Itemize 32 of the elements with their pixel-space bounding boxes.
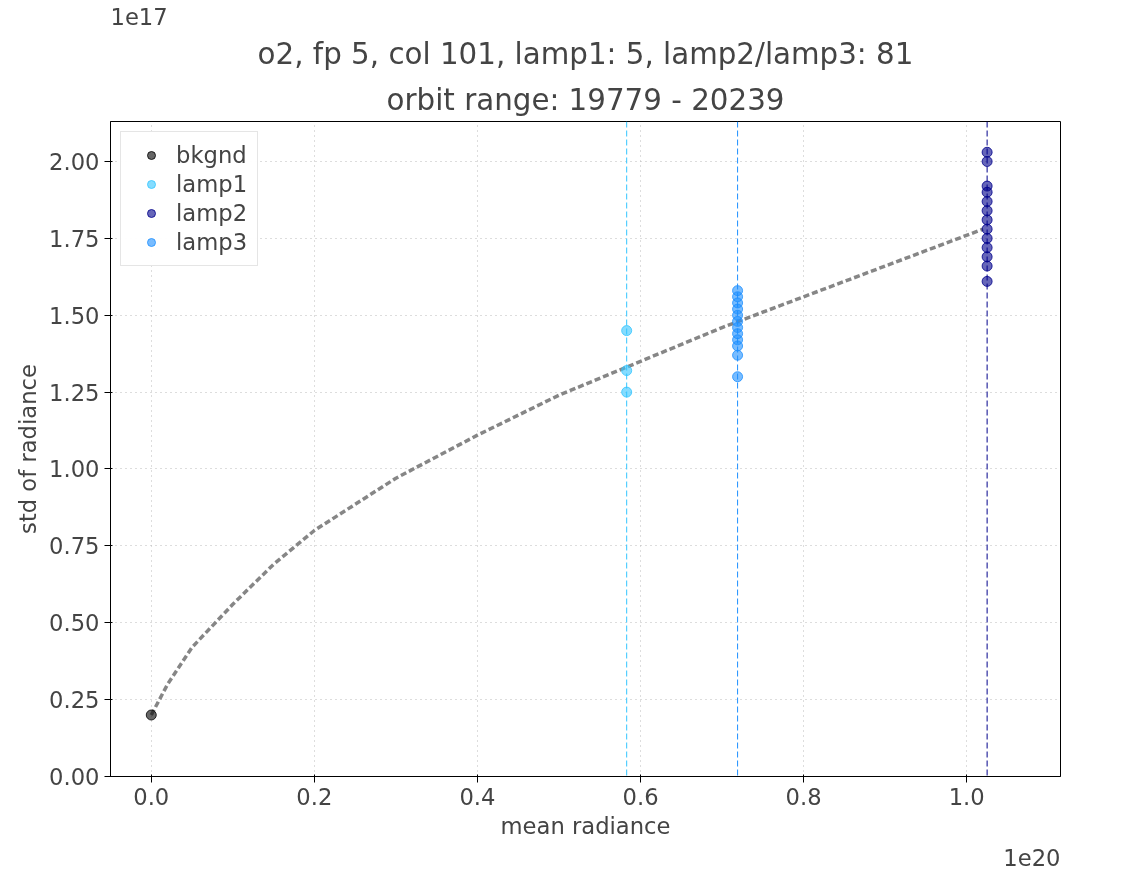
- point: [621, 325, 633, 337]
- y-tick-label: 1.75: [49, 225, 100, 252]
- y-tick-label: 0.25: [49, 687, 100, 714]
- point: [981, 155, 993, 167]
- x-tick-label: 0.2: [296, 783, 333, 810]
- point: [732, 349, 744, 361]
- y-tick-label: 2.00: [49, 148, 100, 175]
- y-tick-label: 1.50: [49, 302, 100, 329]
- chart-subtitle: orbit range: 19779 - 20239: [386, 82, 785, 117]
- y-tick-label: 1.25: [49, 379, 100, 406]
- legend-label: lamp1: [176, 171, 248, 197]
- chart-title: o2, fp 5, col 101, lamp1: 5, lamp2/lamp3: 81: [257, 36, 914, 71]
- x-tick-label: 1.0: [948, 783, 985, 810]
- x-tick-label: 0.0: [133, 783, 170, 810]
- y-axis-title: std of radiance: [15, 364, 42, 534]
- x-tick-label: 0.4: [459, 783, 496, 810]
- point: [732, 371, 744, 383]
- point: [621, 365, 633, 377]
- x-tick-label: 0.8: [785, 783, 822, 810]
- legend-label: lamp2: [176, 200, 248, 226]
- legend-label: lamp3: [176, 229, 248, 255]
- y-tick-label: 0.00: [49, 764, 100, 790]
- x-axis-title: mean radiance: [500, 812, 671, 839]
- y-tick-label: 0.50: [49, 610, 100, 637]
- text: 1e20: [1003, 844, 1061, 871]
- y-tick-label: 0.75: [49, 533, 100, 560]
- point: [621, 386, 633, 398]
- x-tick-label: 0.6: [622, 783, 659, 810]
- text: 1e17: [110, 3, 168, 30]
- y-tick-label: 1.00: [49, 456, 100, 483]
- legend-label: bkgnd: [176, 142, 247, 168]
- point: [145, 709, 157, 721]
